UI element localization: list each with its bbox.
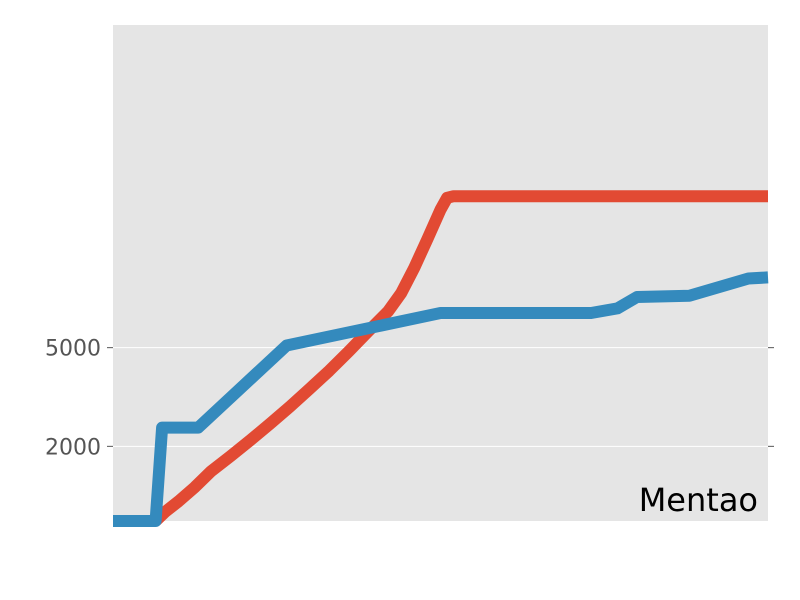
y-tick-labels: 2000 5000 — [45, 337, 101, 461]
series-lines — [113, 190, 769, 527]
y-tick-label: 2000 — [45, 435, 101, 460]
chart-annotation: Mentao — [639, 481, 758, 519]
y-tick-label: 5000 — [45, 337, 101, 362]
series-line-2 — [113, 271, 769, 527]
y-ticks — [107, 347, 774, 447]
grid-lines — [113, 347, 768, 447]
plot-background — [113, 25, 768, 521]
